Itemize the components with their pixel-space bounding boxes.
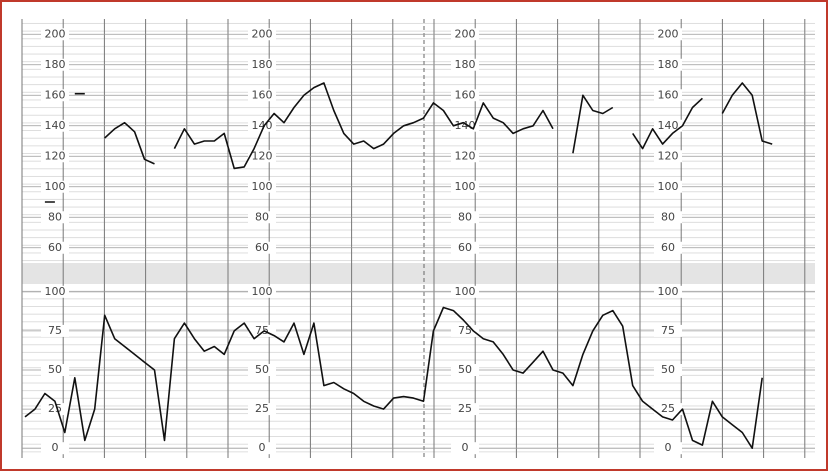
y-tick-label: 140 [45,119,66,132]
y-tick-label: 160 [455,88,476,101]
y-tick-label: 25 [458,402,472,415]
y-tick-label: 200 [455,27,476,40]
y-tick-label: 160 [658,88,679,101]
y-tick-label: 120 [658,149,679,162]
y-tick-label: 25 [661,402,675,415]
y-tick-label: 120 [455,149,476,162]
y-tick-label: 0 [52,441,59,454]
y-tick-label: 180 [45,58,66,71]
separator [22,263,815,284]
y-tick-label: 60 [458,241,472,254]
y-tick-label: 180 [455,58,476,71]
y-tick-label: 0 [462,441,469,454]
y-tick-label: 50 [458,363,472,376]
y-tick-label: 100 [658,180,679,193]
y-tick-label: 50 [48,363,62,376]
y-tick-label: 200 [45,27,66,40]
y-tick-label: 50 [661,363,675,376]
y-tick-label: 100 [455,180,476,193]
y-tick-label: 100 [455,285,476,298]
y-tick-label: 75 [661,324,675,337]
y-tick-label: 75 [48,324,62,337]
y-tick-label: 80 [661,210,675,223]
y-tick-label: 100 [252,285,273,298]
y-tick-label: 60 [255,241,269,254]
y-tick-label: 80 [48,210,62,223]
y-tick-label: 80 [255,210,269,223]
ctg-strip: 60 60 60 60 80 80 80 80 100 100 100 100 120 120 120 120… [0,0,828,471]
y-tick-label: 0 [665,441,672,454]
y-tick-label: 60 [661,241,675,254]
y-tick-label: 100 [45,285,66,298]
y-tick-label: 180 [658,58,679,71]
y-tick-label: 100 [658,285,679,298]
y-tick-label: 100 [252,180,273,193]
y-tick-label: 50 [255,363,269,376]
y-tick-label: 160 [45,88,66,101]
y-tick-label: 200 [658,27,679,40]
page: {"chart_data": [ {"type": "line", "value… [0,0,828,471]
y-tick-label: 100 [45,180,66,193]
y-tick-label: 120 [45,149,66,162]
fhr-panel [22,19,815,263]
y-tick-label: 180 [252,58,273,71]
y-tick-label: 75 [255,324,269,337]
y-tick-label: 25 [255,402,269,415]
y-tick-label: 140 [658,119,679,132]
y-tick-label: 60 [48,241,62,254]
y-tick-label: 200 [252,27,273,40]
y-tick-label: 120 [252,149,273,162]
y-tick-label: 80 [458,210,472,223]
y-tick-label: 160 [252,88,273,101]
y-tick-label: 0 [259,441,266,454]
y-tick-label: 75 [458,324,472,337]
